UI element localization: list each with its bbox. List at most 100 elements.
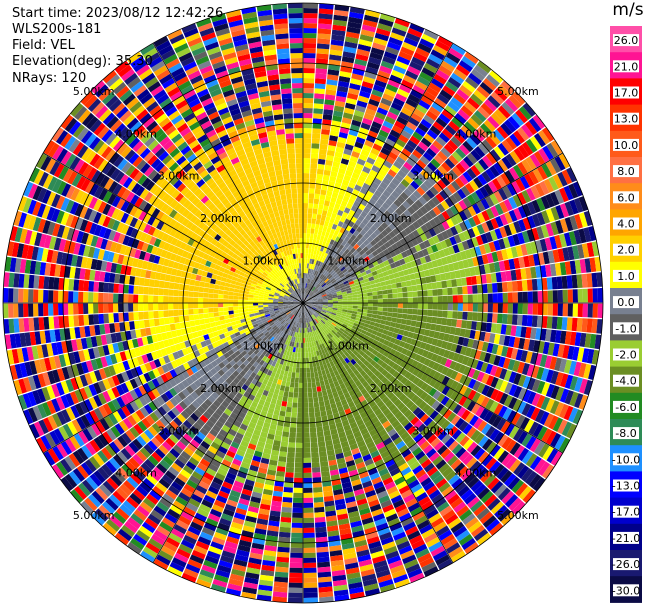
range-gate [303, 587, 318, 593]
range-gate [437, 150, 448, 162]
range-gate [343, 321, 349, 326]
range-gate [363, 344, 370, 350]
range-gate [206, 432, 216, 442]
range-gate [272, 444, 280, 452]
range-gate [341, 359, 347, 366]
range-gate [391, 243, 399, 251]
range-gate [366, 363, 374, 370]
range-gate [309, 268, 312, 274]
range-gate [327, 525, 339, 532]
range-gate [320, 385, 327, 391]
range-gate [214, 364, 222, 372]
range-gate [281, 506, 292, 513]
range-gate [303, 13, 318, 19]
range-gate [130, 513, 144, 526]
range-gate [423, 29, 439, 40]
range-gate [416, 379, 425, 388]
range-gate [117, 528, 133, 542]
range-gate [417, 348, 425, 356]
range-gate [232, 363, 240, 370]
range-gate [240, 332, 247, 338]
range-gate [367, 272, 373, 278]
range-gate [283, 391, 289, 397]
range-gate [376, 490, 388, 499]
range-gate [311, 286, 316, 292]
range-gate [481, 423, 492, 435]
range-gate [343, 450, 353, 458]
range-gate [266, 380, 273, 387]
range-gate [306, 263, 310, 269]
range-gate [435, 40, 450, 52]
range-gate [349, 346, 355, 353]
range-gate [207, 343, 214, 351]
range-gate [165, 489, 178, 500]
range-gate [286, 335, 291, 341]
range-gate [437, 223, 446, 233]
range-gate [282, 313, 287, 318]
range-gate [541, 382, 551, 396]
range-gate [294, 472, 303, 478]
range-gate [463, 438, 474, 450]
range-gate [301, 312, 303, 318]
range-gate [274, 576, 288, 583]
range-gate [497, 84, 512, 98]
range-gate [566, 423, 577, 439]
range-gate [469, 329, 476, 339]
range-gate [400, 221, 408, 230]
range-gate [347, 307, 353, 311]
range-gate [321, 337, 326, 344]
range-gate [337, 136, 347, 144]
range-gate [303, 3, 319, 9]
range-gate [336, 278, 342, 283]
range-gate [270, 398, 277, 405]
range-gate [350, 286, 357, 290]
range-gate [303, 143, 311, 149]
range-gate [408, 374, 417, 383]
range-gate [426, 448, 437, 459]
range-gate [252, 355, 259, 362]
range-gate [543, 178, 554, 193]
range-gate [110, 474, 123, 487]
range-gate [321, 262, 326, 269]
range-gate [180, 410, 190, 420]
range-gate [365, 350, 372, 357]
range-gate [496, 126, 509, 139]
range-gate [177, 349, 185, 358]
range-gate [377, 272, 384, 279]
range-gate [319, 288, 324, 293]
range-gate [138, 395, 148, 407]
range-gate [261, 426, 270, 434]
range-gate [586, 242, 595, 257]
range-gate [239, 370, 247, 377]
range-gate [366, 313, 373, 318]
range-gate [286, 462, 295, 468]
range-gate [366, 377, 374, 385]
range-gate [542, 145, 554, 160]
range-gate [172, 351, 180, 360]
range-gate [333, 488, 344, 496]
range-gate [432, 140, 444, 151]
range-gate [401, 313, 408, 320]
range-gate [362, 432, 371, 440]
range-gate [366, 103, 378, 112]
range-gate [493, 162, 504, 175]
range-gate [332, 484, 343, 491]
range-gate [342, 403, 350, 411]
range-gate [300, 357, 303, 363]
range-gate [511, 281, 518, 292]
range-gate [392, 343, 399, 351]
range-gate [361, 289, 368, 294]
range-gate [559, 187, 569, 203]
range-gate [313, 233, 318, 240]
range-gate [569, 260, 577, 275]
range-gate [429, 451, 440, 462]
range-gate [504, 170, 515, 183]
range-gate [341, 481, 352, 489]
range-gate [433, 346, 441, 355]
range-gate [365, 531, 379, 540]
range-gate [320, 290, 326, 294]
range-gate [161, 441, 173, 452]
range-gate [454, 213, 464, 224]
range-gate [451, 429, 462, 440]
range-gate [409, 135, 421, 145]
